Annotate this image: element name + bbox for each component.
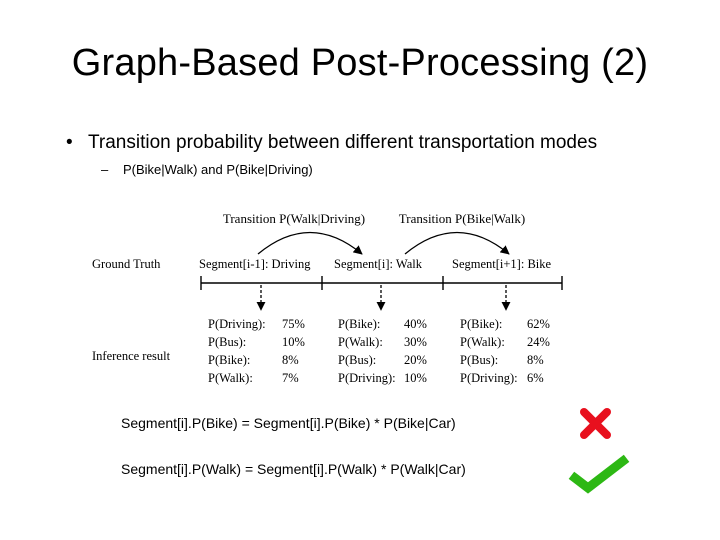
prob-value: 8% [527,353,544,367]
sub-bullet-text: P(Bike|Walk) and P(Bike|Driving) [123,162,313,177]
prob-value: 10% [282,335,305,349]
row-label-ground-truth: Ground Truth [92,257,161,271]
prob-value: 8% [282,353,299,367]
prob-value: 30% [404,335,427,349]
transition-label-left: Transition P(Walk|Driving) [223,211,365,226]
row-label-inference: Inference result [92,349,171,363]
prob-label: P(Bus): [208,335,246,349]
probability-column-prev: P(Driving): 75% P(Bus): 10% P(Bike): 8% … [208,317,305,385]
prob-label: P(Bus): [338,353,376,367]
segment-label-next: Segment[i+1]: Bike [452,257,551,271]
prob-value: 75% [282,317,305,331]
segment-label-prev: Segment[i-1]: Driving [199,257,311,271]
prob-value: 62% [527,317,550,331]
prob-value: 7% [282,371,299,385]
bullet-text: Transition probability between different… [88,132,598,153]
prob-label: P(Bike): [338,317,380,331]
prob-label: P(Driving): [338,371,396,385]
prob-label: P(Driving): [208,317,266,331]
prob-label: P(Walk): [338,335,383,349]
sub-bullet-marker: – [101,162,109,177]
transition-arrow-left [257,231,363,255]
prob-label: P(Walk): [208,371,253,385]
equation-bike: Segment[i].P(Bike) = Segment[i].P(Bike) … [121,415,456,431]
prob-value: 6% [527,371,544,385]
sub-bullet-item: – P(Bike|Walk) and P(Bike|Driving) [101,162,313,177]
prob-value: 10% [404,371,427,385]
prob-value: 20% [404,353,427,367]
transition-arrow-right [404,231,510,255]
probability-column-current: P(Bike): 40% P(Walk): 30% P(Bus): 20% P(… [338,317,427,385]
bullet-marker: • [66,132,73,153]
cross-icon [580,408,611,439]
bullet-item: • Transition probability between differen… [66,132,597,154]
transition-label-right: Transition P(Bike|Walk) [399,211,525,226]
segment-label-current: Segment[i]: Walk [334,257,423,271]
prob-label: P(Driving): [460,371,518,385]
slide-title: Graph-Based Post-Processing (2) [71,42,649,84]
check-icon [568,454,630,494]
prob-label: P(Bus): [460,353,498,367]
equation-walk: Segment[i].P(Walk) = Segment[i].P(Walk) … [121,461,466,477]
probability-column-next: P(Bike): 62% P(Walk): 24% P(Bus): 8% P(D… [460,317,550,385]
prob-label: P(Bike): [460,317,502,331]
prob-value: 24% [527,335,550,349]
prob-value: 40% [404,317,427,331]
prob-label: P(Walk): [460,335,505,349]
prob-label: P(Bike): [208,353,250,367]
